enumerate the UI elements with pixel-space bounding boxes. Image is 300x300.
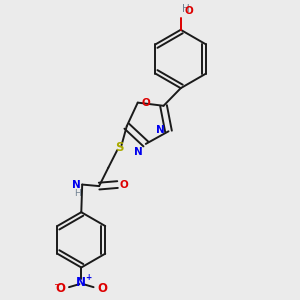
Text: O: O [142,98,151,108]
Text: N: N [76,276,86,289]
Text: O: O [55,282,65,295]
Text: −: − [53,279,61,288]
Text: O: O [98,282,108,295]
Text: S: S [115,141,123,154]
Text: +: + [85,273,92,282]
Text: O: O [185,6,194,16]
Text: N: N [72,180,81,190]
Text: H: H [74,188,81,197]
Text: N: N [134,147,143,157]
Text: O: O [120,180,129,190]
Text: N: N [156,125,164,135]
Text: H: H [182,4,189,14]
